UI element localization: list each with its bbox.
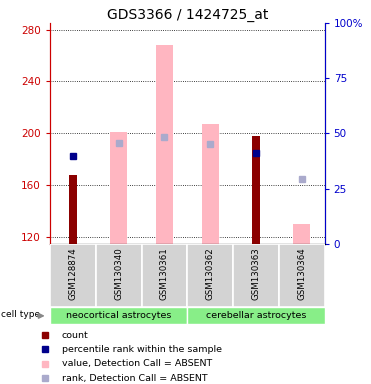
Bar (156, 45, 173, 244)
Bar (187, 307, 325, 324)
Bar (279, 244, 325, 307)
Title: GDS3366 / 1424725_at: GDS3366 / 1424725_at (107, 8, 268, 22)
Bar (50, 244, 96, 307)
Text: percentile rank within the sample: percentile rank within the sample (62, 345, 222, 354)
Text: GSM130363: GSM130363 (252, 247, 260, 300)
Bar (96, 244, 142, 307)
Bar (252, 136, 260, 244)
Text: value, Detection Call = ABSENT: value, Detection Call = ABSENT (62, 359, 212, 368)
Bar (187, 244, 233, 307)
Bar (110, 132, 127, 244)
Text: GSM130361: GSM130361 (160, 247, 169, 300)
Text: cell type: cell type (1, 311, 40, 319)
Bar (293, 224, 311, 244)
Text: cerebellar astrocytes: cerebellar astrocytes (206, 311, 306, 320)
Bar (201, 124, 219, 244)
Text: count: count (62, 331, 89, 340)
Text: GSM130362: GSM130362 (206, 247, 215, 300)
Text: neocortical astrocytes: neocortical astrocytes (66, 311, 171, 320)
Bar (50, 307, 187, 324)
Text: rank, Detection Call = ABSENT: rank, Detection Call = ABSENT (62, 374, 207, 382)
Bar (233, 244, 279, 307)
Text: GSM130364: GSM130364 (297, 247, 306, 300)
Text: GSM130340: GSM130340 (114, 247, 123, 300)
Bar (69, 175, 77, 244)
Bar (142, 244, 187, 307)
Text: GSM128874: GSM128874 (69, 247, 78, 300)
